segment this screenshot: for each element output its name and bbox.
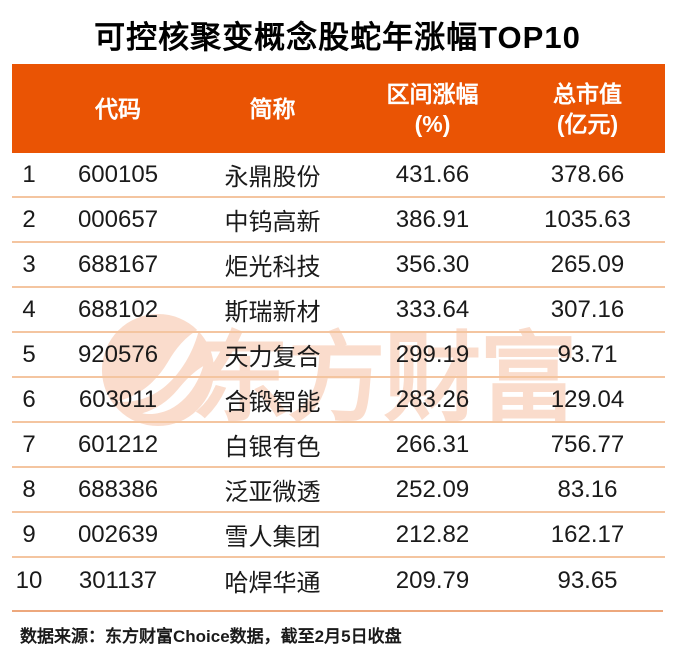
cell-name: 雪人集团 [224, 524, 321, 551]
cell-rank: 3 [22, 250, 36, 278]
table-row: 2 000657 中钨高新 386.91 1035.63 [12, 198, 665, 243]
cell-name: 中钨高新 [224, 209, 321, 236]
cell-name: 合锻智能 [224, 389, 321, 416]
cell-rank: 6 [22, 385, 36, 413]
cell-rank: 4 [22, 295, 36, 323]
cell-code: 002639 [77, 520, 159, 548]
cell-gain: 386.91 [395, 205, 470, 233]
cell-name: 天力复合 [224, 344, 321, 371]
footer-divider [12, 610, 663, 612]
table-row: 4 688102 斯瑞新材 333.64 307.16 [12, 288, 665, 333]
cell-gain: 266.31 [395, 430, 470, 458]
header-code: 代码 [95, 95, 141, 122]
cell-gain: 252.09 [395, 475, 470, 503]
cell-cap: 307.16 [550, 295, 625, 323]
cell-cap: 129.04 [550, 385, 625, 413]
table-row: 1 600105 永鼎股份 431.66 378.66 [12, 153, 665, 198]
cell-gain: 209.79 [395, 566, 470, 594]
cell-cap: 93.71 [557, 340, 618, 368]
cell-cap: 378.66 [550, 160, 625, 188]
cell-cap: 756.77 [550, 430, 625, 458]
table-row: 8 688386 泛亚微透 252.09 83.16 [12, 468, 665, 513]
header-cap: 总市值 (亿元) [510, 79, 665, 139]
cell-cap: 265.09 [550, 250, 625, 278]
cell-gain: 283.26 [395, 385, 470, 413]
table-row: 3 688167 炬光科技 356.30 265.09 [12, 243, 665, 288]
cell-code: 688102 [77, 295, 159, 323]
stock-table: 代码 简称 区间涨幅 (%) 总市值 (亿元) 1 600105 永鼎股份 431.6… [12, 64, 665, 603]
table-row: 6 603011 合锻智能 283.26 129.04 [12, 378, 665, 423]
table-body: 1 600105 永鼎股份 431.66 378.66 2 000657 中钨高新 386.91… [12, 153, 665, 603]
cell-rank: 10 [15, 566, 43, 594]
cell-code: 600105 [77, 160, 159, 188]
cell-code: 000657 [77, 205, 159, 233]
header-gain-line2: (%) [414, 110, 451, 137]
cell-rank: 7 [22, 430, 36, 458]
cell-gain: 431.66 [395, 160, 470, 188]
cell-rank: 9 [22, 520, 36, 548]
cell-name: 永鼎股份 [224, 164, 321, 191]
cell-code: 301137 [78, 566, 158, 594]
cell-gain: 356.30 [395, 250, 470, 278]
cell-rank: 5 [22, 340, 36, 368]
cell-name: 哈焊华通 [224, 570, 321, 597]
table-row: 10 301137 哈焊华通 209.79 93.65 [12, 558, 665, 603]
cell-code: 688167 [77, 250, 159, 278]
table-row: 5 920576 天力复合 299.19 93.71 [12, 333, 665, 378]
header-cap-line1: 总市值 [553, 80, 622, 107]
page-title: 可控核聚变概念股蛇年涨幅TOP10 [94, 20, 581, 55]
cell-cap: 93.65 [557, 566, 618, 594]
cell-rank: 2 [22, 205, 36, 233]
cell-name: 斯瑞新材 [224, 299, 321, 326]
table-header: 代码 简称 区间涨幅 (%) 总市值 (亿元) [12, 64, 665, 153]
header-cap-line2: (亿元) [556, 110, 619, 137]
data-source-note: 数据来源：东方财富Choice数据，截至2月5日收盘 [20, 627, 402, 646]
cell-code: 920576 [77, 340, 159, 368]
table-row: 9 002639 雪人集团 212.82 162.17 [12, 513, 665, 558]
cell-name: 炬光科技 [224, 254, 321, 281]
table-row: 7 601212 白银有色 266.31 756.77 [12, 423, 665, 468]
header-gain: 区间涨幅 (%) [355, 79, 510, 139]
cell-rank: 8 [22, 475, 36, 503]
cell-cap: 83.16 [557, 475, 618, 503]
cell-gain: 333.64 [395, 295, 470, 323]
cell-code: 603011 [78, 385, 158, 413]
header-name: 简称 [249, 95, 296, 122]
cell-name: 白银有色 [224, 434, 321, 461]
cell-cap: 162.17 [550, 520, 625, 548]
cell-code: 688386 [77, 475, 159, 503]
cell-rank: 1 [22, 160, 36, 188]
cell-cap: 1035.63 [544, 205, 631, 233]
cell-name: 泛亚微透 [224, 479, 321, 506]
cell-gain: 299.19 [395, 340, 470, 368]
cell-code: 601212 [77, 430, 159, 458]
cell-gain: 212.82 [395, 520, 470, 548]
header-gain-line1: 区间涨幅 [386, 80, 479, 107]
